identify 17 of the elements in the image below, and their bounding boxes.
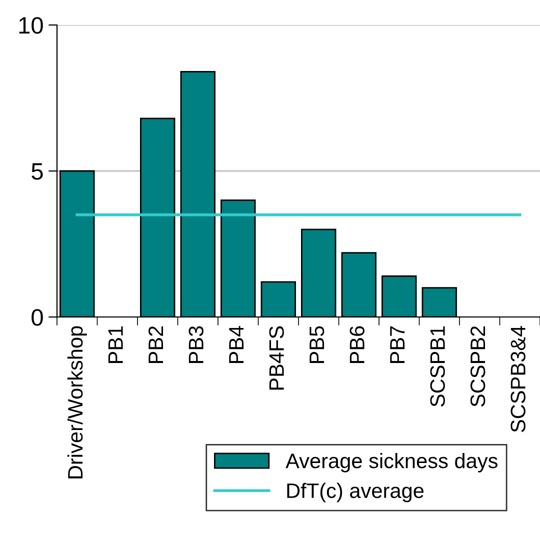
legend-label: DfT(c) average — [287, 482, 424, 502]
x-tick-label: PB4FS — [269, 326, 284, 390]
x-tick-label: PB2 — [148, 326, 164, 364]
x-tick-label: SCSPB2 — [470, 326, 486, 407]
x-tick-label: PB7 — [390, 326, 405, 364]
x-tick-label: PB3 — [188, 326, 204, 364]
y-tick-label: 0 — [32, 309, 43, 326]
x-tick-label: PB4 — [229, 326, 244, 364]
x-tick-label: PB1 — [108, 326, 123, 364]
x-tick-label: PB6 — [350, 326, 364, 364]
x-tick-label: SCSPB1 — [430, 326, 445, 407]
x-tick-label: PB5 — [310, 326, 324, 364]
x-tick-label: Driver/Workshop — [67, 326, 87, 478]
x-tick-label: SCSPB3&4 — [510, 326, 526, 432]
legend-label: Average sickness days — [286, 452, 498, 472]
y-tick-label: 5 — [32, 163, 43, 180]
y-tick-label: 10 — [19, 17, 43, 34]
